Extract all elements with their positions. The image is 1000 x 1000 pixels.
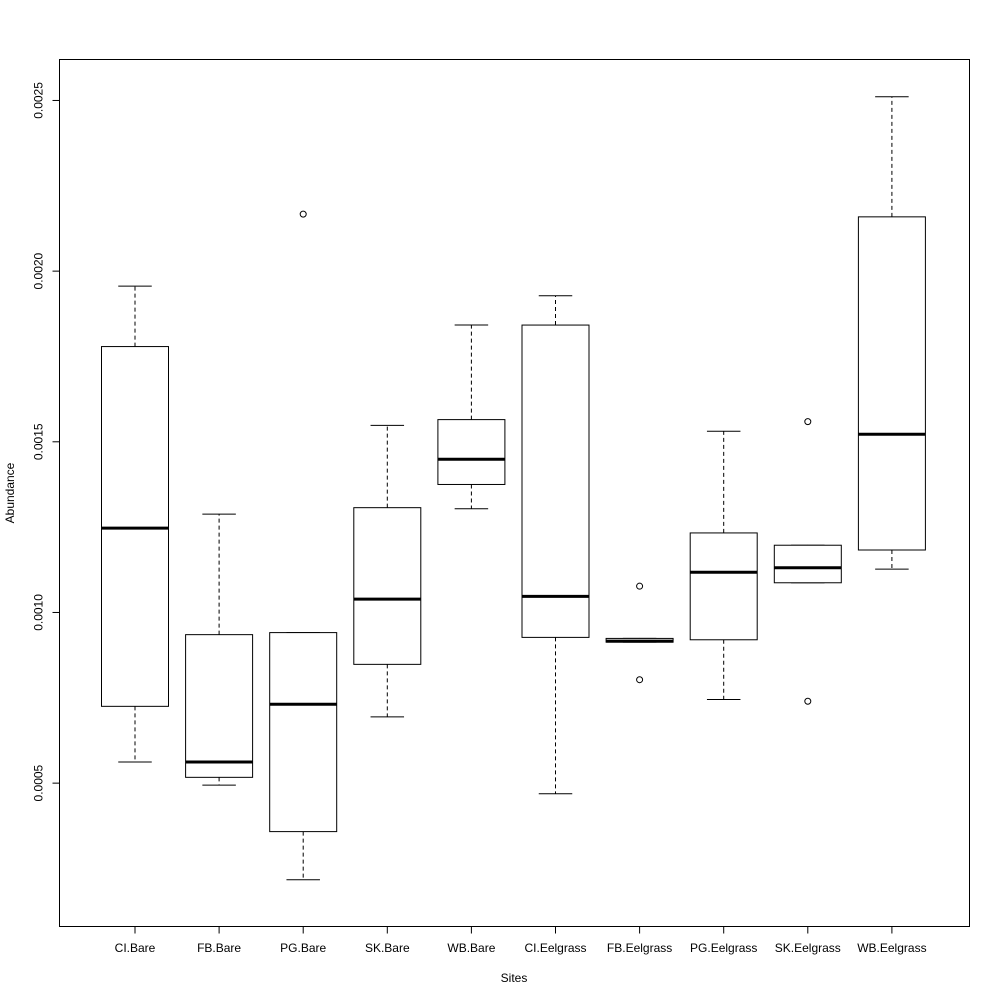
x-tick-label: SK.Bare (365, 941, 410, 955)
x-tick-label: WB.Eelgrass (857, 941, 926, 955)
outlier-point (299, 210, 307, 218)
outlier-point (636, 582, 644, 590)
y-tick-label: 0.0010 (32, 594, 46, 631)
y-axis-title: Abundance (3, 462, 17, 523)
y-tick-label: 0.0005 (32, 764, 46, 801)
iqr-box (521, 324, 590, 638)
x-axis-title: Sites (501, 971, 528, 985)
iqr-box (185, 634, 254, 778)
x-tick-label: CI.Eelgrass (524, 941, 586, 955)
iqr-box (101, 346, 169, 707)
box-WB.Bare (437, 324, 506, 510)
x-tick-label: SK.Eelgrass (775, 941, 841, 955)
iqr-box (857, 216, 926, 551)
x-tick-label: PG.Eelgrass (690, 941, 757, 955)
y-tick-label: 0.0015 (32, 423, 46, 460)
x-tick-label: FB.Eelgrass (607, 941, 672, 955)
x-tick-label: PG.Bare (280, 941, 326, 955)
x-tick-label: WB.Bare (447, 941, 495, 955)
box-PG.Bare (269, 210, 338, 881)
iqr-box (689, 532, 758, 641)
x-tick-label: CI.Bare (115, 941, 156, 955)
outlier-point (804, 697, 812, 705)
box-PG.Eelgrass (689, 430, 758, 701)
box-SK.Eelgrass (773, 418, 842, 705)
y-tick-label: 0.0025 (32, 82, 46, 119)
y-axis: 0.0005 0.0010 0.0015 0.0020 0.0025 (32, 82, 60, 801)
iqr-box (353, 507, 422, 665)
box-CI.Bare (101, 285, 169, 763)
plot-frame (59, 59, 970, 927)
x-axis: CI.Bare FB.Bare PG.Bare SK.Bare WB.Bare CI.Ee… (115, 926, 927, 955)
iqr-box (437, 419, 506, 485)
x-tick-label: FB.Bare (197, 941, 241, 955)
box-WB.Eelgrass (857, 96, 926, 570)
box-FB.Bare (185, 513, 254, 786)
boxes-group (101, 96, 926, 881)
outlier-point (804, 418, 812, 426)
y-tick-label: 0.0020 (32, 252, 46, 289)
iqr-box (269, 632, 338, 833)
outlier-point (636, 676, 644, 684)
iqr-box (773, 544, 842, 584)
box-CI.Eelgrass (521, 295, 590, 795)
box-SK.Bare (353, 424, 422, 718)
box-FB.Eelgrass (605, 582, 674, 684)
